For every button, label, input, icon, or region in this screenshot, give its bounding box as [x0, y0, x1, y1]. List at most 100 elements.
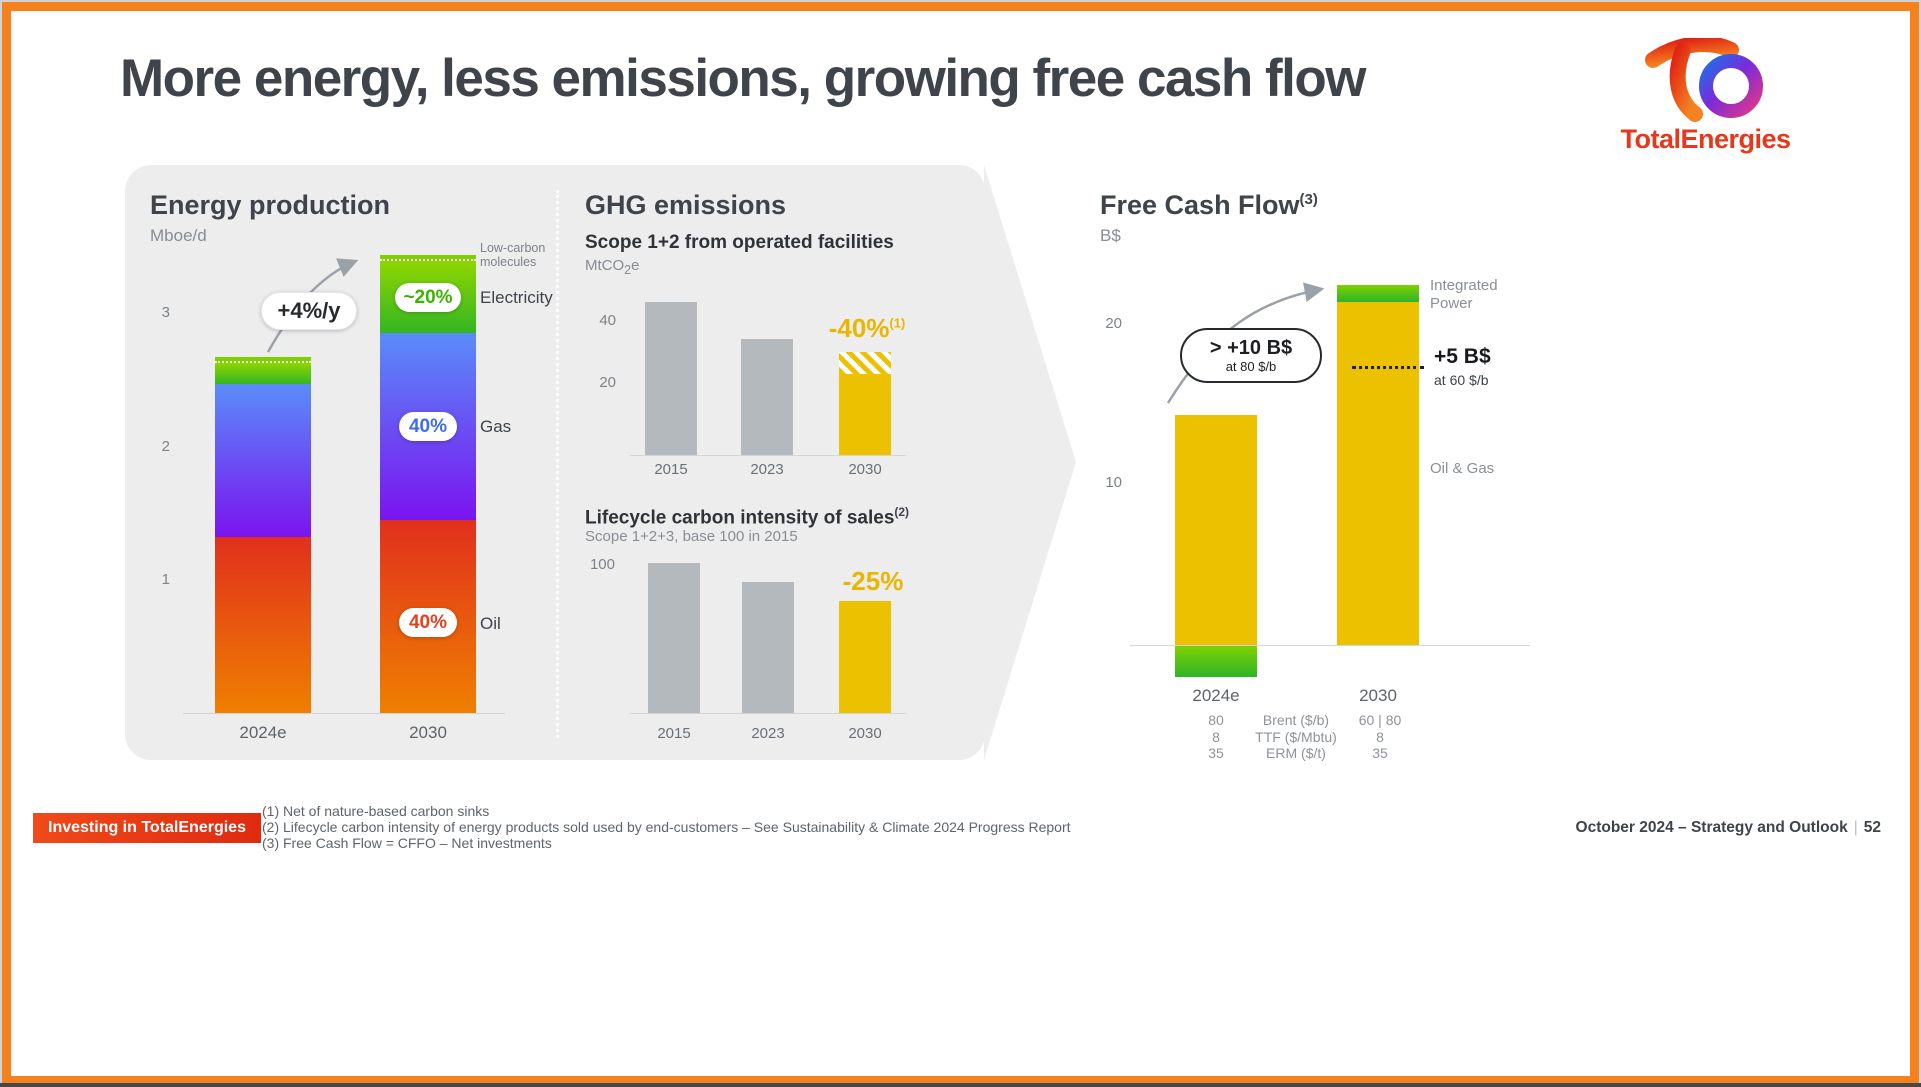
unit-prefix: MtCO — [585, 257, 625, 274]
energy-bar-2030 — [380, 255, 476, 713]
energy-baseline — [183, 713, 505, 714]
fcf-x-2024e: 2024e — [1192, 686, 1240, 705]
footer-right: October 2024 – Strategy and Outlook | 52 — [1576, 819, 1881, 837]
scope12-x-2030: 2030 — [848, 461, 882, 478]
scope12-bar-2030 — [839, 352, 891, 455]
scope12-bar-2015 — [645, 302, 697, 455]
unit-sub: 2 — [624, 263, 632, 277]
scope12-delta-sup: (1) — [889, 315, 906, 331]
energy-growth-pill: +4%/y — [261, 292, 357, 330]
scope12-delta-label: -40%(1) — [828, 313, 906, 343]
panel-arrow-point — [984, 165, 1076, 760]
price-labels: Brent ($/b) TTF ($/Mbtu) ERM ($/t) — [1248, 712, 1344, 762]
intensity-bar-2030 — [839, 601, 891, 713]
price-label-ttf: TTF ($/Mbtu) — [1255, 728, 1337, 745]
oil-share-pill: 40% — [399, 608, 457, 637]
fcf-bubble-sub: at 80 $/b — [1225, 359, 1277, 374]
energy-bar-2024e — [215, 357, 311, 713]
energy-2024e-gas-segment — [215, 384, 311, 537]
price-2030-ttf: 8 — [1376, 728, 1384, 745]
fcf-title: Free Cash Flow(3) — [1100, 190, 1318, 220]
totalenergies-logo: TotalEnergies — [1598, 38, 1813, 155]
totalenergies-logo-icon — [1644, 38, 1763, 122]
footer-separator: | — [1853, 819, 1858, 836]
price-2024e-ttf: 8 — [1212, 728, 1220, 745]
fcf-unit: B$ — [1100, 226, 1121, 245]
oil-label: Oil — [480, 614, 501, 633]
bottom-window-edge — [0, 1083, 1921, 1087]
energy-y-tick-3: 3 — [161, 304, 170, 321]
intensity-subtitle-sup: (2) — [894, 505, 910, 519]
intensity-scope-note: Scope 1+2+3, base 100 in 2015 — [585, 528, 798, 545]
energy-production-unit: Mboe/d — [150, 226, 207, 245]
intensity-bar-2015 — [648, 563, 700, 713]
fcf-2030-oilgas-bar — [1337, 302, 1419, 645]
energy-2024e-low-carbon-segment — [215, 357, 311, 363]
energy-y-tick-1: 1 — [161, 571, 170, 588]
price-2024e-brent: 80 — [1208, 712, 1224, 728]
scope12-x-2015: 2015 — [654, 461, 688, 478]
gas-share-pill: 40% — [399, 412, 457, 441]
intensity-delta-label: -25% — [842, 566, 904, 596]
fcf-baseline — [1130, 645, 1530, 646]
page-number: 52 — [1863, 819, 1881, 836]
intensity-x-2023: 2023 — [751, 725, 785, 742]
fcf-delta-main: +5 B$ — [1434, 345, 1491, 368]
unit-suffix: e — [631, 257, 640, 274]
energy-x-2030: 2030 — [409, 723, 447, 742]
intensity-x-2030: 2030 — [848, 725, 882, 742]
scope12-baseline — [630, 455, 906, 456]
scope12-unit: MtCO2e — [585, 257, 639, 277]
price-col-2030: 60 | 80 8 35 — [1340, 712, 1420, 762]
panel-divider — [556, 190, 559, 738]
fcf-2030-integrated-power-bar — [1337, 285, 1419, 302]
footer-right-text: October 2024 – Strategy and Outlook — [1575, 819, 1848, 836]
scope12-bar-2023 — [741, 339, 793, 455]
footnote-2: (2) Lifecycle carbon intensity of energy… — [262, 819, 1071, 835]
intensity-baseline — [630, 713, 906, 714]
price-col-2024e: 80 8 35 — [1176, 712, 1256, 762]
fcf-y-tick-20: 20 — [1105, 315, 1122, 332]
scope12-2030-carbon-sink-range — [839, 352, 891, 374]
page-title: More energy, less emissions, growing fre… — [120, 49, 1366, 108]
intensity-x-2015: 2015 — [657, 725, 691, 742]
scope12-x-2023: 2023 — [750, 461, 784, 478]
oil-gas-label: Oil & Gas — [1430, 460, 1495, 477]
price-label-erm: ERM ($/t) — [1266, 745, 1326, 761]
fcf-bubble-main: > +10 B$ — [1209, 337, 1293, 359]
fcf-y-tick-10: 10 — [1105, 474, 1122, 491]
scope12-y-tick-20: 20 — [599, 374, 616, 391]
fcf-2024e-integrated-power-bar — [1175, 646, 1257, 677]
energy-y-tick-2: 2 — [161, 438, 170, 455]
fcf-growth-bubble: > +10 B$ at 80 $/b — [1180, 328, 1322, 383]
energy-production-title: Energy production — [150, 190, 391, 220]
intensity-subtitle: Lifecycle carbon intensity of sales(2) — [585, 505, 910, 529]
integrated-power-label: Integrated Power — [1430, 277, 1498, 312]
footnote-3: (3) Free Cash Flow = CFFO – Net investme… — [262, 835, 552, 851]
energy-2030-low-carbon-segment — [380, 255, 476, 261]
gas-label: Gas — [480, 417, 512, 436]
investing-badge: Investing in TotalEnergies — [33, 813, 261, 843]
energy-2024e-electricity-segment — [215, 363, 311, 384]
energy-2024e-oil-segment — [215, 537, 311, 713]
price-2030-erm: 35 — [1372, 745, 1388, 761]
footnotes: (1) Net of nature-based carbon sinks (2)… — [262, 803, 1071, 851]
scope12-2030-solid — [839, 374, 891, 455]
energy-x-2024e: 2024e — [239, 723, 287, 742]
totalenergies-wordmark: TotalEnergies — [1620, 124, 1791, 154]
fcf-x-2030: 2030 — [1359, 686, 1397, 705]
footnote-1: (1) Net of nature-based carbon sinks — [262, 803, 490, 819]
fcf-title-sup: (3) — [1299, 191, 1318, 208]
ghg-title: GHG emissions — [585, 190, 787, 220]
fcf-2024e-oilgas-bar — [1175, 415, 1257, 645]
price-label-brent: Brent ($/b) — [1262, 712, 1330, 728]
fcf-delta-sub: at 60 $/b — [1434, 372, 1489, 388]
scope12-y-tick-40: 40 — [599, 312, 616, 329]
intensity-y-tick-100: 100 — [589, 556, 615, 573]
electricity-label: Electricity — [480, 288, 553, 307]
fcf-dotted-level-line — [1352, 366, 1424, 369]
price-2030-brent: 60 | 80 — [1358, 712, 1402, 728]
intensity-bar-2023 — [742, 582, 794, 713]
low-carbon-label: Low-carbon molecules — [480, 241, 546, 269]
